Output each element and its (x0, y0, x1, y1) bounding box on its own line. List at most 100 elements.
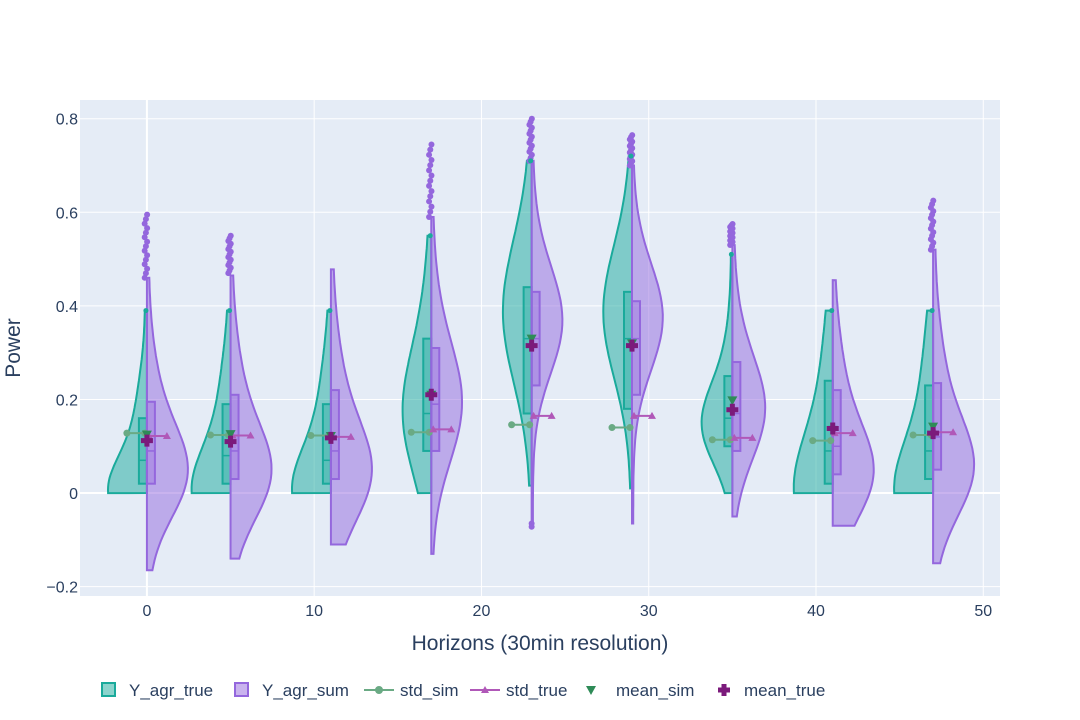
outlier-point (144, 225, 151, 232)
outlier-point (427, 177, 434, 184)
legend-item-mean-true: mean_true (718, 681, 825, 700)
legend-swatch (586, 686, 596, 695)
std-sim-point (508, 421, 516, 429)
std-true-point (748, 433, 757, 441)
x-tick-label: 40 (807, 603, 825, 620)
std-true-point (346, 432, 355, 440)
outlier-point (142, 256, 149, 263)
box-true (321, 403, 332, 485)
outlier-point (143, 308, 149, 314)
outlier-point (142, 216, 149, 223)
outlier-point (426, 213, 433, 220)
std-true-point (429, 425, 438, 433)
violin-group (792, 279, 875, 527)
std-true-point (730, 433, 739, 441)
y-tick-label: −0.2 (46, 580, 78, 597)
legend-swatch (101, 682, 116, 697)
violin-true (792, 309, 834, 495)
std-sim-point (307, 432, 315, 440)
legend: Y_agr_true Y_agr_sum std_sim std_true mean_s… (101, 681, 825, 700)
outlier-point (930, 197, 937, 204)
outlier-point (141, 247, 148, 254)
violin-sum (530, 159, 564, 527)
outlier-point (628, 153, 634, 159)
mean-true-marker (140, 434, 153, 447)
outlier-point (528, 523, 535, 530)
outlier-point (427, 146, 434, 153)
std-true-point (447, 425, 456, 433)
outlier-point (327, 308, 333, 314)
outlier-point (728, 251, 734, 257)
outlier-point (427, 193, 434, 200)
y-tick-label: 0.2 (56, 392, 78, 409)
outlier-point (427, 162, 434, 169)
violin-group (291, 268, 373, 546)
outlier-point (426, 151, 433, 158)
outlier-point (427, 208, 434, 215)
outlier-point (227, 308, 233, 314)
outlier-point (426, 198, 433, 205)
std-true-point (848, 429, 857, 437)
outlier-point (428, 156, 435, 163)
violin-true (291, 309, 332, 495)
violin-sum (631, 164, 664, 525)
x-tick-label: 20 (473, 603, 491, 620)
legend-label: Y_agr_sum (262, 681, 349, 700)
outlier-point (426, 167, 433, 174)
y-axis-title: Power (2, 318, 25, 378)
outlier-point (629, 132, 636, 139)
std-true-point (162, 431, 171, 439)
outlier-point (144, 252, 151, 259)
mean-true-marker (826, 422, 839, 435)
legend-item-std-sim: std_sim (364, 681, 459, 700)
outlier-point (142, 270, 149, 277)
std-sim-point (626, 424, 634, 432)
outlier-point (227, 232, 234, 239)
outlier-point (528, 158, 534, 164)
legend-item-y-agr-true: Y_agr_true (101, 681, 213, 700)
legend-label: std_sim (400, 681, 459, 700)
legend-item-std-true: std_true (470, 681, 567, 700)
mean-true-marker (224, 435, 237, 448)
violin-sum (932, 248, 976, 565)
outlier-point (144, 238, 151, 245)
legend-label: Y_agr_true (129, 681, 213, 700)
outlier-point (141, 220, 148, 227)
box-true (137, 417, 148, 485)
std-true-point (630, 411, 638, 419)
legend-swatch (718, 684, 730, 696)
mean-true-marker (525, 339, 538, 352)
std-true-point (246, 431, 255, 439)
std-sim-point (407, 428, 415, 436)
y-tick-labels: −0.2 0 0.2 0.4 0.6 0.8 (46, 112, 78, 597)
outlier-point (428, 141, 435, 148)
outlier-point (829, 308, 835, 314)
std-true-point (949, 428, 958, 436)
std-sim-point (827, 437, 835, 445)
outlier-point (427, 233, 433, 239)
legend-swatch-marker (375, 686, 383, 694)
markers (123, 334, 958, 448)
legend-swatch-marker (481, 686, 489, 693)
mean-sim-marker (225, 430, 236, 440)
violin-group (401, 141, 464, 555)
mean-true-marker (425, 388, 438, 401)
x-tick-label: 0 (142, 603, 151, 620)
outlier-point (141, 234, 148, 241)
mean-true-marker (927, 427, 940, 440)
violin-true (106, 309, 148, 495)
outlier-point (428, 203, 435, 210)
x-tick-labels: 0 10 20 30 40 50 (142, 603, 992, 620)
std-sim-point (909, 431, 917, 439)
y-tick-label: 0 (69, 486, 78, 503)
std-true-point (529, 411, 538, 419)
mean-true-marker (324, 431, 337, 444)
y-tick-label: 0.4 (56, 299, 78, 316)
std-sim-point (809, 437, 817, 445)
x-tick-label: 10 (305, 603, 323, 620)
outlier-point (528, 115, 535, 122)
violin-sum (145, 276, 189, 572)
violin-group (501, 115, 564, 530)
outlier-point (729, 221, 736, 227)
